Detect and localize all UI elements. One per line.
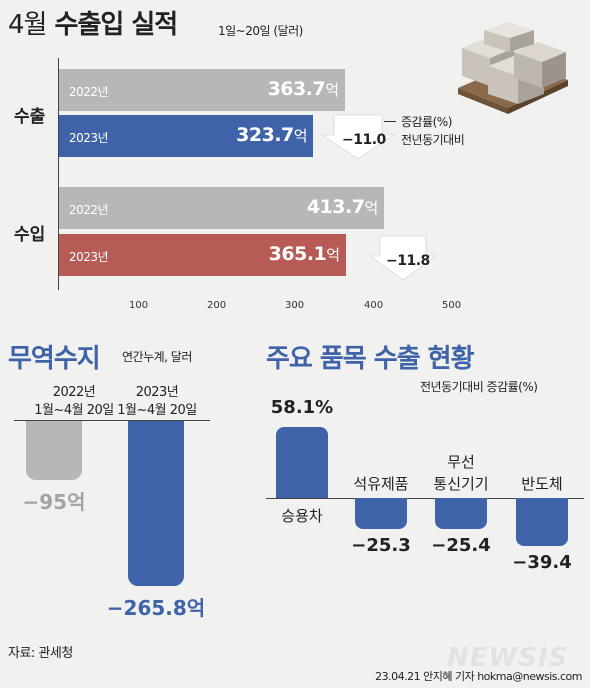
bar-export-2022: 2022년 363.7억 [59, 69, 345, 111]
tb-label-2022-year: 2022년 [52, 385, 96, 400]
item-name-car: 승용차 [281, 507, 323, 525]
main-items-baseline [266, 498, 584, 499]
trade-balance-value-2022: −95억 [22, 489, 86, 514]
item-name-petroleum: 석유제품 [353, 475, 409, 493]
import-change-value: −11.8 [386, 253, 430, 269]
legend-yoy: 전년동기대비 [401, 133, 465, 147]
row-label-import: 수입 [14, 225, 46, 245]
source-text: 자료: 관세청 [8, 646, 73, 661]
credit-text: 23.04.21 안지혜 기자 hokma@newsis.com [375, 670, 582, 683]
bar-value-label: 323.7억 [236, 124, 308, 146]
tick-label: 400 [364, 300, 384, 311]
export-change-arrow [322, 114, 396, 160]
item-name-wireless-2: 통신기기 [433, 475, 489, 493]
newsis-logo: NEWSIS [447, 643, 569, 673]
boxes-illustration [458, 22, 568, 114]
axis-line [58, 58, 59, 290]
trade-balance-bar-2022 [26, 421, 82, 480]
bar-import-2023: 2023년 365.1억 [59, 234, 346, 276]
main-items-subtitle: 전년동기대비 증감률(%) [420, 380, 538, 394]
trade-balance-baseline [14, 420, 210, 421]
item-bar-semiconductor [516, 498, 568, 547]
trade-balance-value-2023: −265.8억 [106, 595, 206, 620]
item-name-semiconductor: 반도체 [521, 475, 563, 493]
box-stack-icon [462, 22, 566, 104]
title-month: 4월 [8, 10, 47, 40]
bar-year-label: 2023년 [69, 250, 109, 264]
item-bar-petroleum [355, 498, 407, 529]
main-items-title: 주요 품목 수출 현황 [266, 344, 475, 374]
trade-balance-subtitle: 연간누계, 달러 [122, 350, 192, 364]
bar-export-2023: 2023년 323.7억 [59, 115, 314, 157]
tick-label: 200 [207, 300, 227, 311]
bar-import-2022: 2022년 413.7억 [59, 187, 384, 229]
tb-label-2023-year: 2023년 [135, 385, 179, 400]
title-text: 수출입 실적 [54, 10, 179, 40]
bar-value-label: 413.7억 [306, 196, 378, 218]
item-value-car: 58.1% [270, 397, 334, 419]
trade-balance-title: 무역수지 [8, 344, 101, 374]
export-change-value: −11.0 [342, 132, 386, 148]
item-bar-car [276, 427, 328, 498]
tb-label-2022-range: 1월~4월 20일 [34, 403, 114, 418]
legend-change-rate: 증감률(%) [401, 115, 452, 129]
import-change-arrow [370, 235, 438, 281]
bar-value-label: 365.1억 [268, 243, 340, 265]
item-value-petroleum: −25.3 [351, 534, 411, 556]
item-bar-wireless [435, 498, 487, 529]
page-title: 4월 수출입 실적 [8, 4, 179, 41]
tb-label-2023-range: 1월~4월 20일 [117, 403, 197, 418]
bar-year-label: 2023년 [69, 131, 109, 145]
item-name-wireless-1: 무선 [447, 453, 475, 471]
bar-year-label: 2022년 [69, 203, 109, 217]
bar-year-label: 2022년 [69, 85, 109, 99]
item-value-wireless: −25.4 [431, 534, 491, 556]
legend-leader-line [384, 121, 396, 122]
page-subtitle: 1일~20일 (달러) [218, 24, 303, 38]
trade-balance-bar-2023 [128, 421, 184, 586]
item-value-semiconductor: −39.4 [512, 552, 572, 574]
tick-label: 100 [129, 300, 149, 311]
tick-label: 500 [442, 300, 462, 311]
row-label-export: 수출 [14, 107, 46, 127]
tick-label: 300 [285, 300, 305, 311]
bar-value-label: 363.7억 [267, 78, 339, 100]
